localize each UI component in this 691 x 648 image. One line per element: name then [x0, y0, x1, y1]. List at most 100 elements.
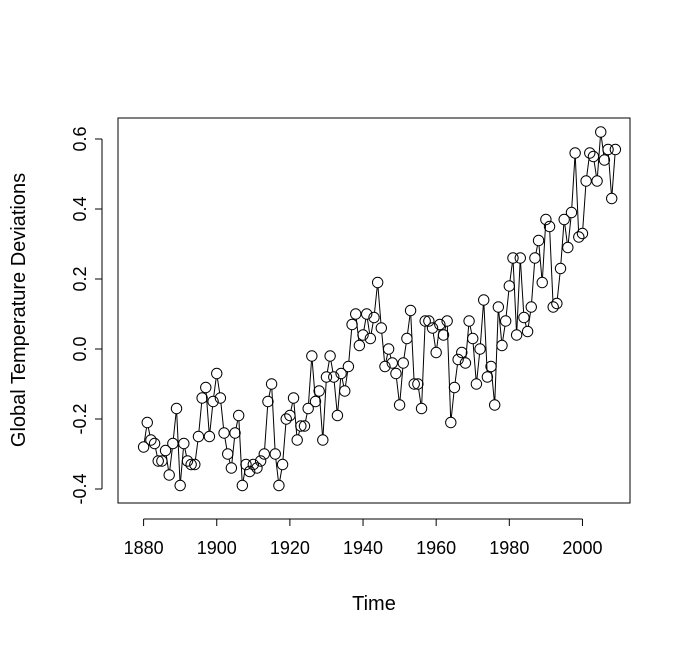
series-line [143, 137, 616, 481]
x-tick-label: 1960 [416, 538, 456, 558]
data-point [562, 241, 574, 254]
series-segment [326, 361, 330, 372]
series-segment [410, 315, 415, 379]
data-point [170, 402, 183, 415]
series-segment [311, 361, 316, 397]
series-segment [567, 217, 572, 243]
data-point [178, 437, 190, 450]
series-segment [538, 245, 543, 278]
data-point [518, 311, 530, 324]
data-point [591, 175, 603, 187]
series-segment [516, 263, 521, 330]
series-segment [231, 438, 235, 463]
series-segment [268, 388, 272, 397]
series-segment [330, 361, 334, 372]
series-segment [345, 371, 349, 386]
data-point [576, 227, 589, 240]
series-segment [235, 420, 239, 429]
data-point [507, 252, 519, 264]
x-tick-label: 1880 [124, 538, 164, 558]
data-point [532, 234, 545, 247]
series-segment [582, 186, 587, 229]
y-tick-label: 0.2 [70, 266, 90, 291]
data-point [510, 329, 523, 341]
data-point [225, 462, 238, 474]
data-point [236, 479, 249, 492]
data-point [346, 318, 358, 331]
data-point [137, 441, 150, 453]
data-point [306, 350, 318, 362]
data-point [152, 455, 164, 467]
y-axis: -0.4 -0.2 0.0 0.2 0.4 0.6 [70, 126, 103, 505]
series-segment [520, 263, 525, 313]
data-point [598, 154, 611, 166]
series-segment [498, 312, 503, 341]
series-segment [308, 361, 312, 404]
series-segment [366, 319, 371, 334]
data-point [459, 357, 472, 369]
data-point [573, 231, 585, 243]
series-segment [370, 322, 374, 334]
data-point [368, 311, 380, 324]
series-segment [205, 392, 210, 432]
series-segment [305, 413, 308, 422]
data-point [540, 213, 552, 226]
series-segment [502, 326, 506, 341]
series-segment [407, 315, 411, 334]
data-point [558, 213, 570, 226]
data-point [393, 399, 406, 411]
data-point [145, 434, 157, 446]
x-tick-label: 1900 [197, 538, 237, 558]
data-point [602, 143, 614, 156]
data-point [525, 301, 537, 313]
series-segment [399, 368, 404, 400]
data-point [595, 126, 607, 138]
data-point [335, 367, 347, 380]
series-segment [586, 158, 590, 176]
data-point [243, 465, 256, 478]
series-segment [319, 396, 323, 435]
series-segment [389, 353, 392, 359]
data-point [214, 392, 227, 404]
series-segment [169, 448, 173, 470]
data-point [247, 458, 260, 471]
series-segment [377, 287, 382, 323]
data-point [463, 315, 475, 327]
data-point [269, 448, 281, 460]
data-point [397, 357, 409, 369]
data-point [331, 409, 344, 422]
data-point [251, 462, 263, 474]
series-segment [505, 291, 510, 316]
data-point [587, 150, 600, 163]
series-segment [184, 448, 187, 457]
data-point [412, 378, 424, 390]
series-segment [322, 382, 327, 435]
data-point [437, 329, 450, 341]
data-point [192, 430, 205, 443]
series-segment [549, 231, 554, 302]
data-point [360, 308, 373, 320]
data-point [280, 413, 292, 425]
data-point [222, 448, 234, 460]
data-point [514, 252, 526, 264]
series-segment [282, 424, 287, 460]
series-segment [298, 430, 301, 436]
y-tick-label: 0.4 [70, 196, 90, 221]
series-segment [446, 326, 452, 418]
series-segment [224, 438, 228, 449]
data-point [584, 147, 596, 159]
series-segment [143, 427, 147, 442]
series-segment [564, 224, 568, 243]
series-points [137, 126, 622, 492]
series-segment [333, 382, 338, 411]
data-point [390, 367, 402, 380]
series-segment [444, 325, 447, 331]
series-segment [418, 389, 422, 404]
data-point [441, 315, 453, 327]
series-segment [293, 403, 298, 435]
data-point [478, 294, 490, 306]
data-point [485, 360, 497, 373]
series-segment [472, 343, 477, 379]
series-segment [454, 364, 458, 383]
series-segment [450, 392, 455, 418]
